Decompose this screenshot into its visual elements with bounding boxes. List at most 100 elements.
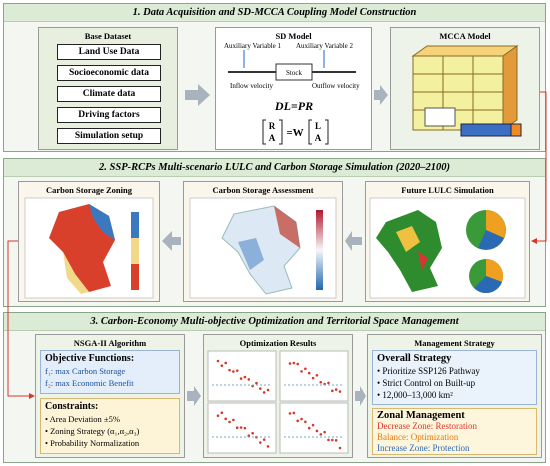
plot-dot [232,418,235,422]
map-region [63,252,89,294]
plot-dot [311,423,315,427]
pie-slice [486,258,504,282]
aux2-label: Auxiliary Variable 2 [296,42,354,50]
pie-slice [474,276,502,294]
pareto-plots [207,350,349,454]
outflow-label: Outflow velocity [312,82,360,90]
map-region [238,238,264,270]
matrix-entry: L [315,121,321,131]
constraints-box: Constraints: • Area Deviation ±5% • Zoni… [40,398,180,454]
plot-dot [338,390,342,393]
map-region [418,252,428,270]
plot-dot [304,367,307,371]
objectives-box: Objective Functions: f₁: max Carbon Stor… [40,350,180,394]
sd-diagram: Auxiliary Variable 1 Auxiliary Variable … [224,42,360,145]
plot-dot [228,420,231,424]
plot-dot [307,426,311,430]
dataset-item: Land Use Data [57,44,161,60]
plot-dot [304,420,307,424]
box-title: Management Strategy [414,338,495,348]
plot-dot [224,417,227,421]
matrix-entry: R [269,121,276,131]
plot-dot [220,411,224,415]
plot-dot [216,414,220,418]
plot-dot [259,441,262,444]
plot-dot [327,438,330,442]
legend-swatch [131,238,139,264]
plot-dot [292,411,296,415]
map-region [376,210,442,292]
matrix-entry: A [315,133,322,143]
box-title: MCCA Model [439,31,491,41]
carbon-zoning-box: Carbon Storage Zoning [18,181,160,302]
plot-dot [262,438,266,441]
zone-item: Decrease Zone: Restoration [377,421,477,431]
plot-dot [288,362,292,365]
matrix-brackets [262,119,329,145]
constraint: • Zoning Strategy (α₁,α₂,α₃) [45,426,140,436]
dataset-item: Simulation setup [57,128,161,144]
lulc-map [369,197,526,299]
plot-dot [307,371,311,375]
cube-top [411,45,519,57]
plot-dot [315,429,319,433]
section-title: 2. SSP-RCPs Multi-scenario LULC and Carb… [4,159,545,177]
plot-dot [292,361,296,365]
pie-slice [478,230,504,250]
box-title: Carbon Storage Zoning [46,185,132,195]
sd-model-box: SD Model Auxiliary Variable 1 Auxiliary … [215,27,372,150]
dataset-item: Climate data [57,86,161,102]
dataset-item: Driving factors [57,107,161,123]
overall-strategy-box: Overall Strategy • Prioritize SSP126 Pat… [372,350,537,405]
strategy-item: • Prioritize SSP126 Pathway [377,366,480,376]
strategy-item: • Strict Control on Built-up [377,378,476,388]
section-title: 1. Data Acquisition and SD-MCCA Coupling… [4,4,545,22]
plot-dot [216,359,220,363]
stock-label: Stock [286,69,302,77]
zonal-heading: Zonal Management [377,410,465,421]
strategy-item: • 12,000–13,000 km² [377,390,453,400]
mcca-model-box: MCCA Model [390,27,540,150]
plot-dot [251,431,254,435]
matrix-operator: =W [286,127,303,139]
assessment-map [189,197,337,299]
colorbar [316,210,323,290]
plot-frame [207,350,277,402]
constraint: • Probability Normalization [45,438,140,448]
plot-frame [279,402,349,454]
equation: DL=PR [274,99,313,113]
objective: f₁: max Carbon Storage [45,366,126,376]
plot-dot [315,373,319,377]
zone-item: Increase Zone: Protection [377,443,470,453]
plot-dot [239,377,243,380]
box-title: Optimization Results [239,338,317,348]
cube-grid [413,56,503,130]
plot-dot [296,419,299,423]
dataset-item: Socioeconomic data [57,65,161,81]
legend-swatch [131,212,139,238]
aux1-label: Auxiliary Variable 1 [224,42,282,50]
section-title: 3. Carbon-Economy Multi-objective Optimi… [4,313,545,331]
plot-dot [338,446,342,450]
box-title: NSGA-II Algorithm [73,338,147,348]
plot-dot [220,364,224,367]
carbon-assessment-box: Carbon Storage Assessment [183,181,343,302]
plot-frame [279,350,349,402]
plot-dot [331,389,334,393]
optimization-box: Optimization Results [203,334,353,458]
map-region [396,226,420,252]
map-region [89,204,115,240]
zonal-management-box: Zonal Management Decrease Zone: Restorat… [372,408,537,455]
plot-dot [296,362,299,366]
zoning-map [24,197,154,299]
plot-dot [331,438,334,442]
plot-dot [255,381,258,385]
plot-dot [247,378,251,381]
lulc-simulation-box: Future LULC Simulation [365,181,530,302]
plot-dot [243,375,247,379]
objective: f₂: max Economic Benefit [45,378,134,388]
box-title: Future LULC Simulation [401,185,494,195]
zone-item: Balance: Optimization [377,432,459,442]
plot-dot [235,369,239,372]
plot-dot [311,376,315,380]
